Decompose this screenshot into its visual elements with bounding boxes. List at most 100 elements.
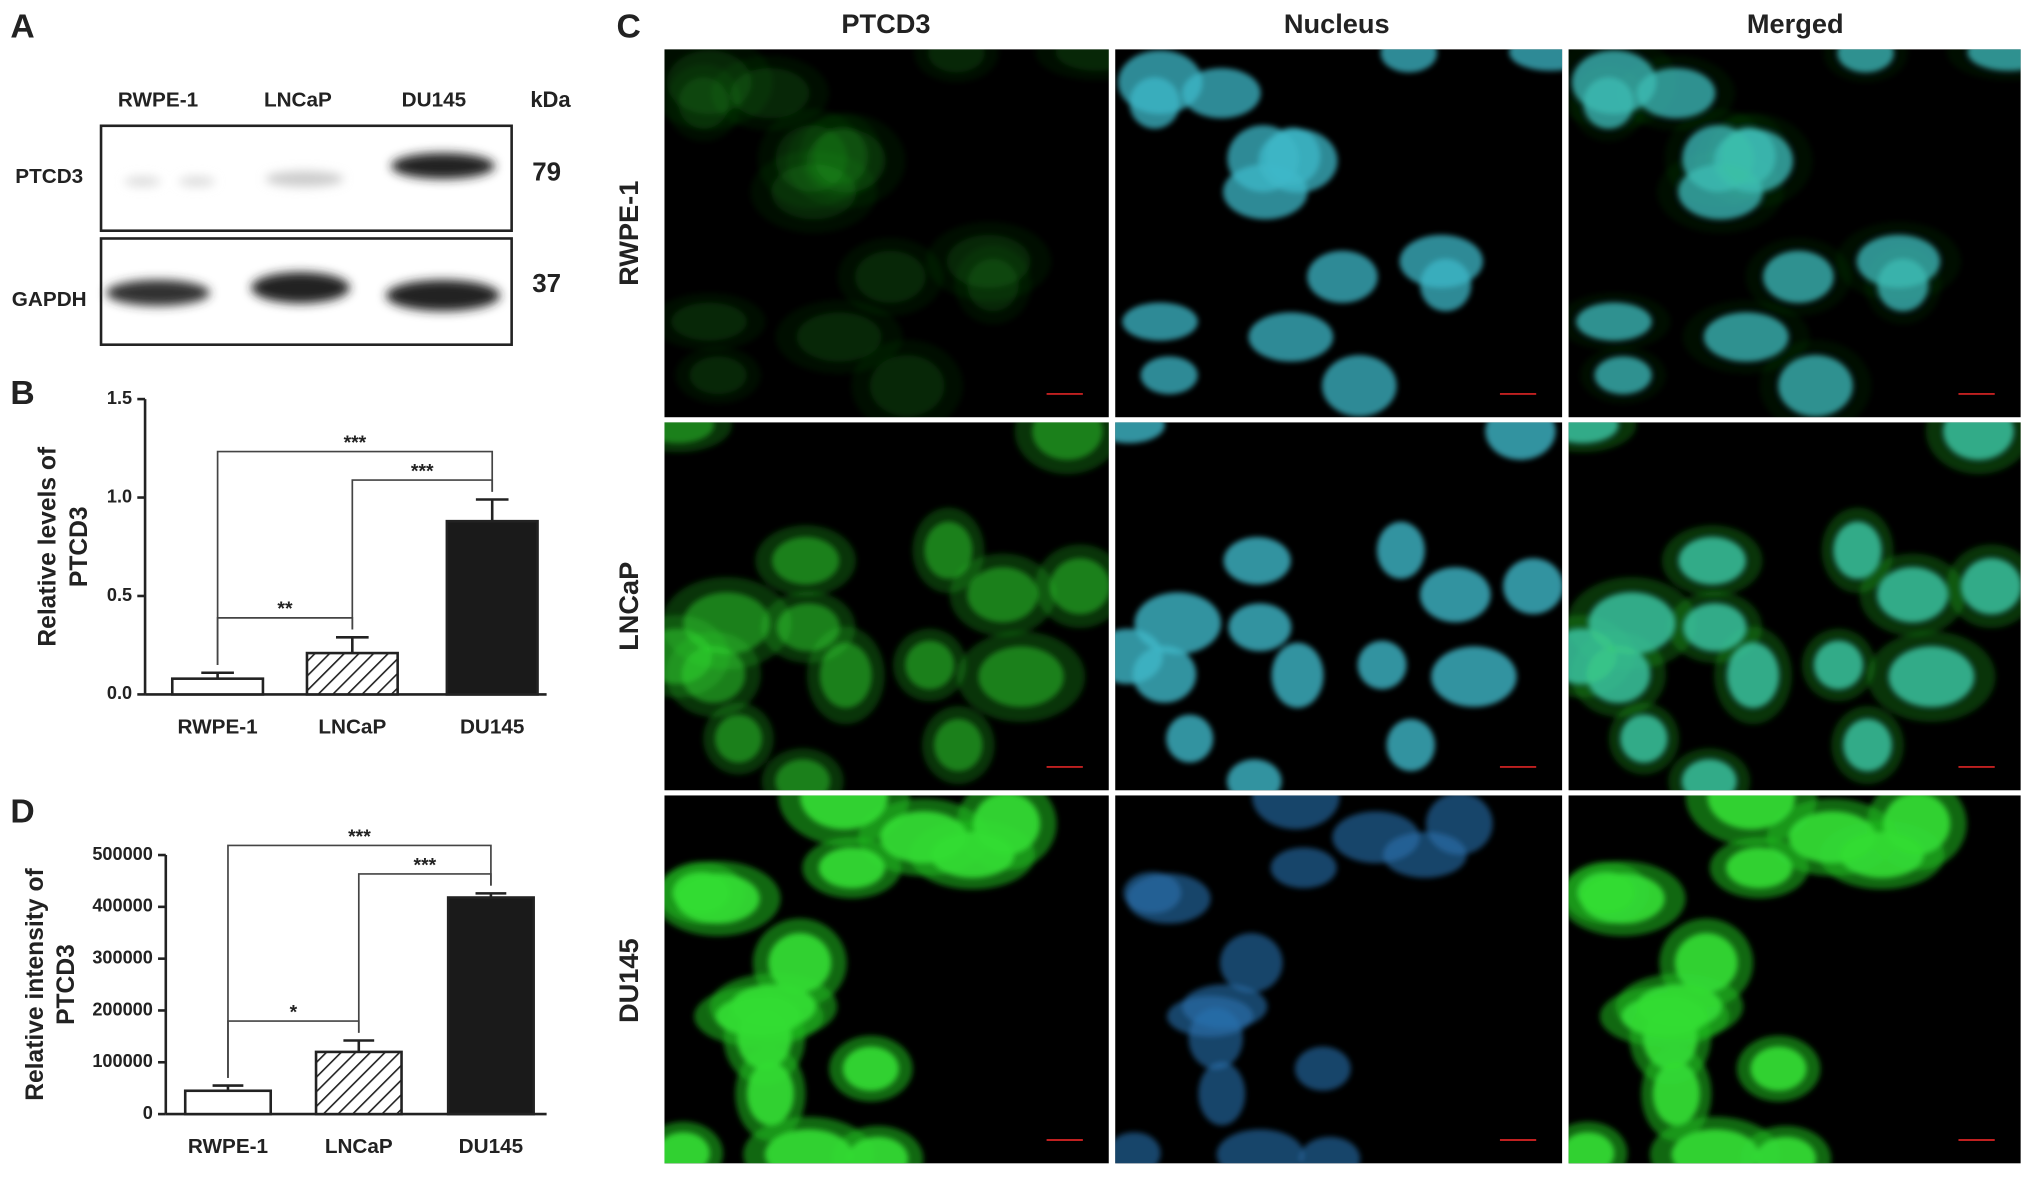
cells: [664, 795, 1083, 1164]
green-signal: [1778, 355, 1853, 417]
significance-label: ***: [344, 432, 367, 454]
y-tick-label: 0.0: [107, 683, 132, 703]
kda-label: 37: [532, 270, 561, 298]
green-signal: [1833, 521, 1882, 579]
cells: [664, 422, 1109, 791]
green-signal: [818, 847, 885, 889]
nucleus: [1134, 592, 1222, 655]
green-signal: [869, 355, 945, 417]
green-signal: [776, 603, 840, 652]
column-title: PTCD3: [841, 8, 930, 39]
nucleus: [1294, 1046, 1351, 1091]
green-signal: [1674, 933, 1738, 993]
lane-label: LNCaP: [264, 89, 332, 112]
cells: [1115, 795, 1537, 1164]
row-label: PTCD3: [15, 165, 83, 188]
y-tick-label: 0: [143, 1103, 153, 1123]
significance-bracket: [216, 450, 494, 665]
nucleus: [1380, 49, 1438, 73]
green-signal: [1652, 1062, 1700, 1126]
y-axis-label: PTCD3: [53, 944, 80, 1025]
significance-label: ***: [411, 460, 434, 482]
green-signal: [1877, 567, 1949, 623]
lane-label: RWPE-1: [118, 89, 198, 112]
micrograph: [1115, 49, 1563, 418]
cells: [1115, 422, 1563, 791]
green-signal: [714, 714, 763, 763]
cell-layer: [1117, 49, 1563, 417]
nucleus: [1357, 640, 1407, 690]
cells: [1568, 422, 2021, 791]
bar: [445, 519, 539, 696]
blot-bands: [106, 152, 500, 312]
green-signal: [730, 68, 810, 119]
green-signal: [689, 356, 747, 395]
x-tick-label: DU145: [459, 1135, 524, 1158]
y-axis-label: Relative intensity of: [22, 868, 49, 1101]
bar: [314, 1050, 403, 1116]
cell-layer: [1115, 795, 1493, 1164]
green-signal: [765, 1129, 853, 1164]
nucleus: [1122, 302, 1198, 341]
green-signal: [1683, 603, 1747, 652]
green-signal: [1727, 642, 1780, 708]
green-signal: [683, 592, 770, 655]
y-axis-label: Relative levels of: [35, 446, 62, 647]
cell-layer: [1115, 422, 1563, 791]
nucleus: [1248, 312, 1334, 362]
green-signal: [768, 933, 832, 993]
significance-bracket: [216, 617, 354, 665]
micrograph: [1115, 795, 1563, 1164]
nucleus: [1332, 811, 1420, 864]
significance-label: *: [290, 1001, 298, 1023]
green-signal: [1032, 422, 1103, 460]
row-title: LNCaP: [613, 562, 644, 651]
row-title: DU145: [613, 938, 644, 1023]
green-signal: [737, 1007, 792, 1070]
green-signal: [1943, 422, 2014, 460]
green-signal: [1707, 795, 1796, 830]
x-tick-label: RWPE-1: [177, 716, 257, 739]
green-signal: [1577, 871, 1635, 914]
nucleus: [1420, 258, 1472, 312]
green-signal: [1643, 1007, 1698, 1070]
nucleus: [1503, 558, 1563, 615]
bar: [305, 651, 399, 696]
green-signal: [978, 646, 1064, 707]
error-bar: [475, 892, 507, 898]
nucleus: [1509, 49, 1563, 71]
y-tick-label: 500000: [92, 844, 152, 864]
green-signal: [1671, 1129, 1759, 1164]
nucleus: [1270, 847, 1337, 889]
green-signal: [880, 811, 968, 864]
nucleus: [1117, 50, 1203, 115]
green-signal: [967, 567, 1038, 623]
error-bar: [475, 498, 509, 522]
nucleus: [1198, 1062, 1246, 1126]
green-signal: [1763, 250, 1834, 303]
green-signal: [1750, 1046, 1807, 1091]
green-signal: [1755, 1136, 1816, 1164]
y-tick-label: 1.0: [107, 486, 132, 506]
row-title: RWPE-1: [613, 181, 644, 286]
green-signal: [928, 49, 985, 73]
nucleus: [1376, 521, 1425, 579]
green-signal: [1888, 646, 1975, 707]
kda-label: 79: [532, 159, 561, 187]
green-signal: [666, 50, 752, 115]
green-signal: [934, 719, 983, 772]
panel-label: B: [10, 375, 34, 412]
nucleus: [1123, 871, 1182, 914]
green-signal: [1788, 811, 1876, 864]
x-tick-label: DU145: [460, 716, 525, 739]
nucleus: [1223, 164, 1308, 220]
green-signal: [1678, 537, 1746, 585]
cells: [1117, 49, 1563, 417]
significance-bracket: [351, 479, 494, 630]
nucleus: [1425, 795, 1493, 855]
x-tick-label: LNCaP: [318, 716, 386, 739]
nucleus: [1226, 759, 1282, 791]
significance-bracket: [227, 844, 492, 1078]
western-blot: RWPE-1 LNCaP DU145 kDa PTCD3 GAPDH 79 37: [12, 87, 571, 346]
nucleus: [1307, 250, 1378, 303]
